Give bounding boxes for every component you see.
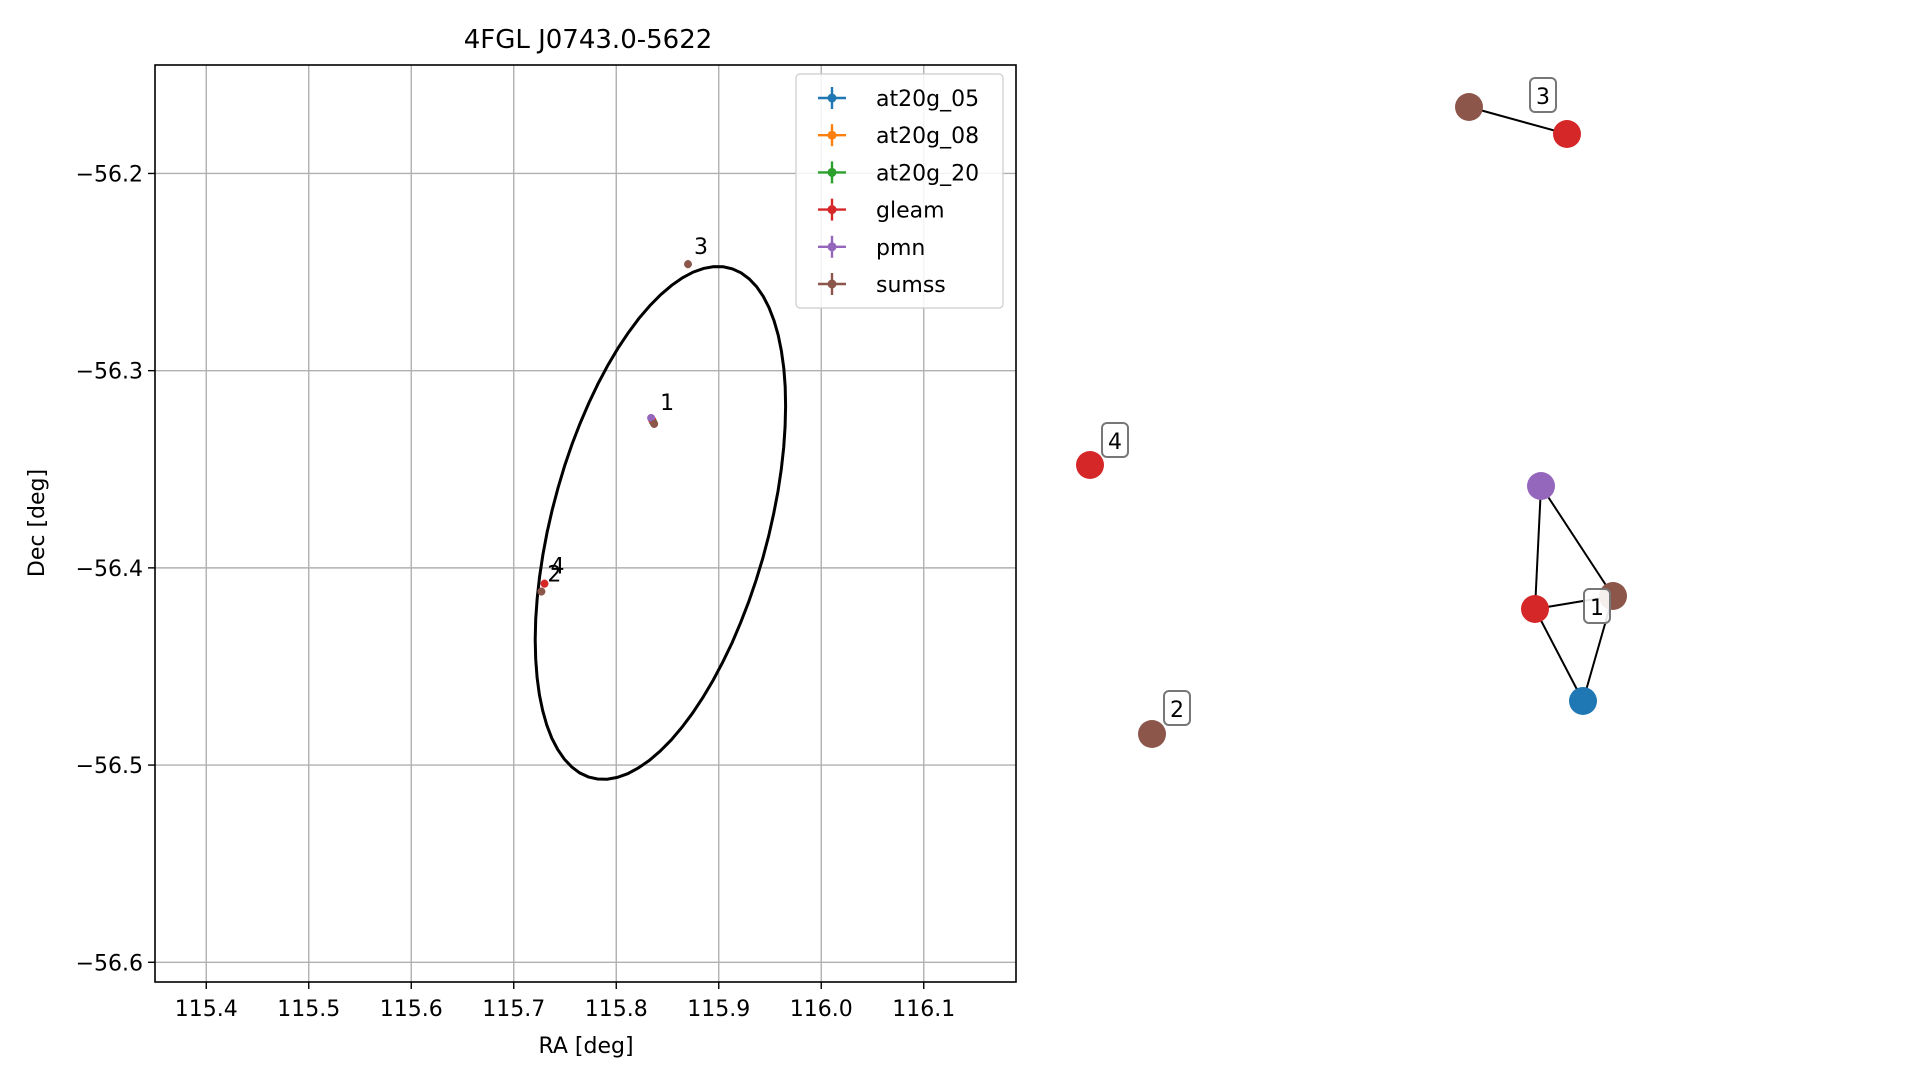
data-marks (537, 260, 692, 596)
y-tick-label: −56.6 (76, 951, 143, 976)
x-tick-label: 115.7 (482, 997, 545, 1022)
network-n-pmn-1 (1527, 472, 1555, 500)
x-axis-label: RA [deg] (538, 1034, 633, 1059)
x-tick-label: 115.6 (380, 997, 443, 1022)
error-ellipse (533, 265, 788, 781)
x-tick-label: 116.0 (790, 997, 853, 1022)
annotation-2: 2 (547, 563, 561, 588)
legend-label-sumss: sumss (876, 273, 946, 298)
legend-label-at20g_20: at20g_20 (876, 161, 979, 186)
x-tick-label: 115.8 (585, 997, 648, 1022)
legend-label-pmn: pmn (876, 236, 925, 261)
point-pmn (647, 413, 656, 422)
network-n-at20g-1 (1569, 687, 1597, 715)
legend-marker-gleam (827, 205, 837, 215)
x-axis: 115.4 115.5 115.6 115.7 115.8 115.9 116.0 116.1 (175, 982, 955, 1022)
legend-marker-pmn (827, 242, 837, 252)
y-tick-label: −56.2 (76, 162, 143, 187)
point-sumss (650, 419, 659, 428)
x-tick-label: 115.5 (277, 997, 340, 1022)
legend-label-at20g_05: at20g_05 (876, 87, 979, 112)
network-label-box (1529, 77, 1557, 113)
point-sumss (537, 587, 546, 596)
network-n-gleam-4 (1076, 451, 1104, 479)
network-label-2: 2 (1170, 698, 1184, 723)
point-sumss (684, 260, 692, 269)
annotation-3: 3 (694, 235, 708, 260)
network-label-3: 3 (1536, 85, 1550, 110)
network-n-sumss-3 (1455, 93, 1483, 121)
point-annotations: 1 2 3 4 (547, 235, 708, 587)
network-n-gleam-3 (1553, 120, 1581, 148)
network-edge (1534, 608, 1584, 702)
y-tick-label: −56.4 (76, 557, 143, 582)
x-tick-label: 115.4 (175, 997, 238, 1022)
annotation-1: 1 (660, 391, 674, 416)
y-axis-label: Dec [deg] (25, 469, 50, 577)
legend-label-at20g_08: at20g_08 (876, 124, 979, 149)
legend-marker-at20g_05 (827, 93, 837, 103)
legend-marker-at20g_20 (827, 167, 837, 177)
network-label-4: 4 (1108, 430, 1122, 455)
legend-marker-sumss (827, 279, 837, 289)
x-tick-label: 115.9 (687, 997, 750, 1022)
network-label-box (1101, 422, 1129, 458)
network-label-1: 1 (1590, 596, 1604, 621)
y-tick-label: −56.5 (76, 754, 143, 779)
plot-frame (154, 64, 1017, 983)
y-axis: −56.2 −56.3 −56.4 −56.5 −56.6 (76, 162, 155, 976)
annotation-4: 4 (551, 555, 565, 580)
network-n-gleam-1 (1521, 595, 1549, 623)
legend-marker-at20g_08 (827, 130, 837, 140)
network-edge (1468, 106, 1568, 135)
network-graph: 3 4 2 1 (1076, 77, 1627, 748)
legend-box (795, 73, 1004, 309)
network-label-box (1583, 588, 1611, 624)
point-gleam (540, 579, 549, 588)
network-n-sumss-2 (1138, 720, 1166, 748)
network-edge (1540, 485, 1614, 597)
legend-label-gleam: gleam (876, 199, 945, 224)
network-edge (1534, 485, 1542, 610)
chart-title: 4FGL J0743.0-5622 (464, 25, 713, 55)
y-tick-label: −56.3 (76, 360, 143, 385)
x-tick-label: 116.1 (892, 997, 955, 1022)
network-label-box (1163, 690, 1191, 726)
